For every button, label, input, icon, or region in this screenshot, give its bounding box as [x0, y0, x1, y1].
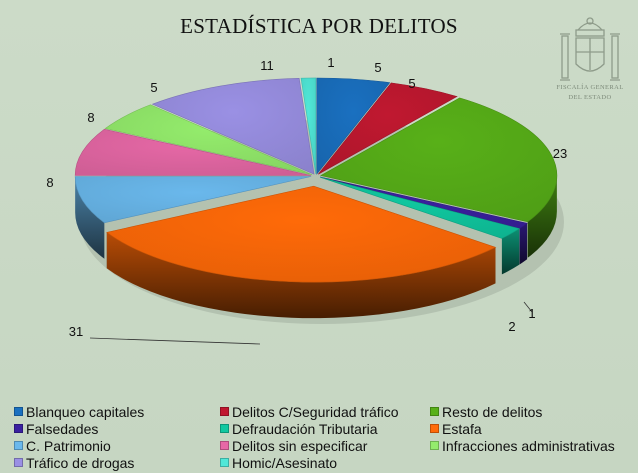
logo-text-line1: FISCALÍA GENERAL — [556, 84, 624, 91]
pie-slice-side — [501, 228, 520, 275]
pie-slice-side — [519, 223, 528, 265]
pie-slice-side — [106, 232, 496, 319]
legend-swatch — [14, 407, 23, 416]
legend-swatch — [14, 441, 23, 450]
legend-label: Delitos sin especificar — [232, 438, 368, 454]
chart-title: ESTADÍSTICA POR DELITOS — [180, 14, 458, 38]
data-label: 5 — [408, 76, 415, 91]
legend-item: Homic/Asesinato — [220, 455, 337, 471]
legend-swatch — [430, 407, 439, 416]
pie-slice-delitos-sin-especificar — [74, 128, 312, 176]
legend-label: C. Patrimonio — [26, 438, 111, 454]
pie-slice-side — [75, 176, 105, 259]
data-label: 5 — [150, 80, 157, 95]
legend-label: Defraudación Tributaria — [232, 421, 378, 437]
data-label: 31 — [69, 324, 83, 339]
legend-item: Tráfico de drogas — [14, 455, 134, 471]
legend-swatch — [220, 441, 229, 450]
legend-label: Falsedades — [26, 421, 99, 437]
pie-slice-homic-asesinato — [300, 77, 317, 175]
legend-swatch — [220, 424, 229, 433]
data-label: 23 — [553, 146, 567, 161]
legend-swatch — [220, 407, 229, 416]
leader-line — [523, 301, 533, 313]
legend-item: Infracciones administrativas — [430, 438, 615, 454]
legend-item: Delitos sin especificar — [220, 438, 367, 454]
data-label: 11 — [260, 58, 274, 73]
legend-item: Defraudación Tributaria — [220, 421, 378, 437]
legend-label: Estafa — [442, 421, 482, 437]
pie-slice-defraudaci-n-tributaria — [319, 176, 521, 239]
pie-slice-infracciones-administrativas — [104, 104, 313, 176]
data-label: 2 — [508, 319, 515, 334]
legend-label: Blanqueo capitales — [26, 404, 145, 420]
legend-item: Estafa — [430, 421, 482, 437]
data-label: 1 — [327, 55, 334, 70]
legend-item: C. Patrimonio — [14, 438, 111, 454]
leader-line — [89, 337, 261, 345]
legend-label: Resto de delitos — [442, 404, 543, 420]
data-label: 1 — [528, 306, 535, 321]
logo-text-line2: DEL ESTADO — [568, 94, 612, 101]
coat-of-arms-logo — [560, 17, 620, 81]
pie-slice-resto-de-delitos — [320, 97, 558, 223]
legend-item: Delitos C/Seguridad tráfico — [220, 404, 399, 420]
data-label: 8 — [87, 110, 94, 125]
legend-swatch — [430, 441, 439, 450]
legend-swatch — [430, 424, 439, 433]
legend-swatch — [14, 424, 23, 433]
legend-label: Delitos C/Seguridad tráfico — [232, 404, 399, 420]
pie-slice-estafa — [106, 185, 497, 283]
legend-label: Infracciones administrativas — [442, 438, 615, 454]
legend-label: Tráfico de drogas — [26, 455, 135, 471]
pie-slice-blanqueo-capitales — [316, 77, 391, 175]
legend-item: Resto de delitos — [430, 404, 542, 420]
pie-slice-side — [527, 175, 557, 258]
legend-swatch — [220, 458, 229, 467]
legend-label: Homic/Asesinato — [232, 455, 338, 471]
pie-slice-delitos-c-seguridad-tr-fico — [318, 82, 458, 175]
legend-swatch — [14, 458, 23, 467]
data-label: 8 — [46, 175, 53, 190]
pie-slice-tr-fico-de-drogas — [151, 78, 315, 175]
legend-item: Falsedades — [14, 421, 98, 437]
legend-item: Blanqueo capitales — [14, 404, 144, 420]
data-label: 5 — [374, 60, 381, 75]
pie-slice-c-patrimonio — [74, 176, 312, 224]
